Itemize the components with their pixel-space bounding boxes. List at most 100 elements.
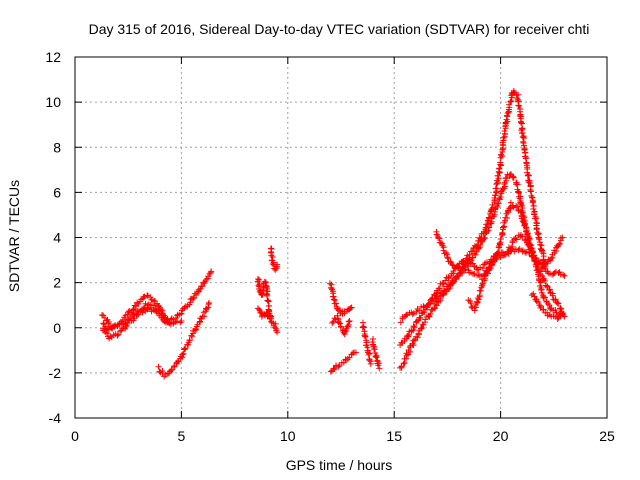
data-point	[409, 311, 416, 318]
data-point	[405, 331, 412, 338]
data-point	[554, 316, 561, 323]
x-tick-label: 0	[71, 428, 79, 444]
data-point	[428, 307, 435, 314]
data-point	[141, 293, 148, 300]
data-point	[503, 174, 510, 181]
data-point	[274, 329, 281, 336]
series-arc-b	[98, 292, 174, 331]
data-point	[445, 274, 452, 281]
data-point	[529, 199, 536, 206]
data-point	[559, 311, 566, 318]
axis-ticks: 0 5 10 15 20 25 -4 -2 0 2 4 6 8 10 12	[45, 49, 615, 444]
data-point	[193, 292, 200, 299]
data-point	[492, 192, 499, 199]
data-point	[556, 269, 563, 276]
data-point	[494, 179, 501, 186]
data-point	[441, 250, 448, 257]
data-point	[485, 263, 492, 270]
data-point	[406, 344, 413, 351]
data-point	[421, 304, 428, 311]
data-point	[189, 333, 196, 340]
data-point	[481, 228, 488, 235]
data-point	[519, 233, 526, 240]
data-point	[128, 309, 135, 316]
data-point	[514, 203, 521, 210]
data-point	[103, 330, 110, 337]
data-point	[554, 300, 561, 307]
data-point	[98, 312, 105, 319]
data-point	[482, 270, 489, 277]
data-point	[489, 256, 496, 263]
data-point	[131, 315, 138, 322]
data-point	[141, 304, 148, 311]
series-arc-k	[359, 319, 374, 367]
data-point	[477, 235, 484, 242]
data-point	[518, 127, 525, 134]
data-point	[335, 319, 342, 326]
data-point	[475, 271, 482, 278]
data-point	[552, 307, 559, 314]
series-arc-n	[397, 88, 549, 348]
data-point	[540, 306, 547, 313]
data-point	[178, 310, 185, 317]
data-point	[474, 241, 481, 248]
data-point	[125, 309, 132, 316]
data-point	[177, 319, 184, 326]
data-point	[432, 301, 439, 308]
data-point	[561, 272, 568, 279]
data-point	[400, 360, 407, 367]
y-tick-label: 10	[45, 94, 61, 110]
data-point	[206, 299, 213, 306]
data-point	[557, 305, 564, 312]
series-arc-r	[528, 290, 566, 323]
data-point	[537, 279, 544, 286]
data-point	[479, 280, 486, 287]
data-point	[196, 319, 203, 326]
data-point	[256, 306, 263, 313]
data-point	[546, 286, 553, 293]
data-point	[482, 224, 489, 231]
data-point	[528, 248, 535, 255]
y-tick-label: 12	[45, 49, 61, 65]
data-point	[535, 231, 542, 238]
data-point	[518, 215, 525, 222]
data-point	[477, 264, 484, 271]
y-tick-label: 2	[53, 275, 61, 291]
data-point	[376, 365, 383, 372]
data-point	[543, 298, 550, 305]
chart-title: Day 315 of 2016, Sidereal Day-to-day VTE…	[89, 21, 590, 37]
data-point	[505, 248, 512, 255]
data-point	[114, 332, 121, 339]
data-point	[557, 235, 564, 242]
y-tick-label: 6	[53, 184, 61, 200]
data-point	[471, 307, 478, 314]
data-point	[530, 290, 537, 297]
data-point	[360, 324, 367, 331]
data-point	[101, 326, 108, 333]
data-point	[510, 173, 517, 180]
data-point	[195, 286, 202, 293]
data-point	[507, 245, 514, 252]
data-point	[186, 337, 193, 344]
data-point	[367, 360, 374, 367]
data-point	[274, 261, 281, 268]
data-point	[496, 165, 503, 172]
data-point	[440, 287, 447, 294]
data-point	[161, 318, 168, 325]
data-point	[484, 267, 491, 274]
data-point	[531, 254, 538, 261]
series-arc-e	[254, 276, 275, 322]
data-point	[147, 294, 154, 301]
data-point	[269, 261, 276, 268]
series-arc-l	[369, 335, 383, 372]
data-point	[337, 320, 344, 327]
data-point	[435, 235, 442, 242]
data-point	[473, 248, 480, 255]
data-point	[263, 309, 270, 316]
x-tick-label: 25	[599, 428, 615, 444]
data-point	[512, 234, 519, 241]
data-point	[168, 367, 175, 374]
data-point	[525, 178, 532, 185]
data-point	[433, 302, 440, 309]
data-point	[100, 320, 107, 327]
